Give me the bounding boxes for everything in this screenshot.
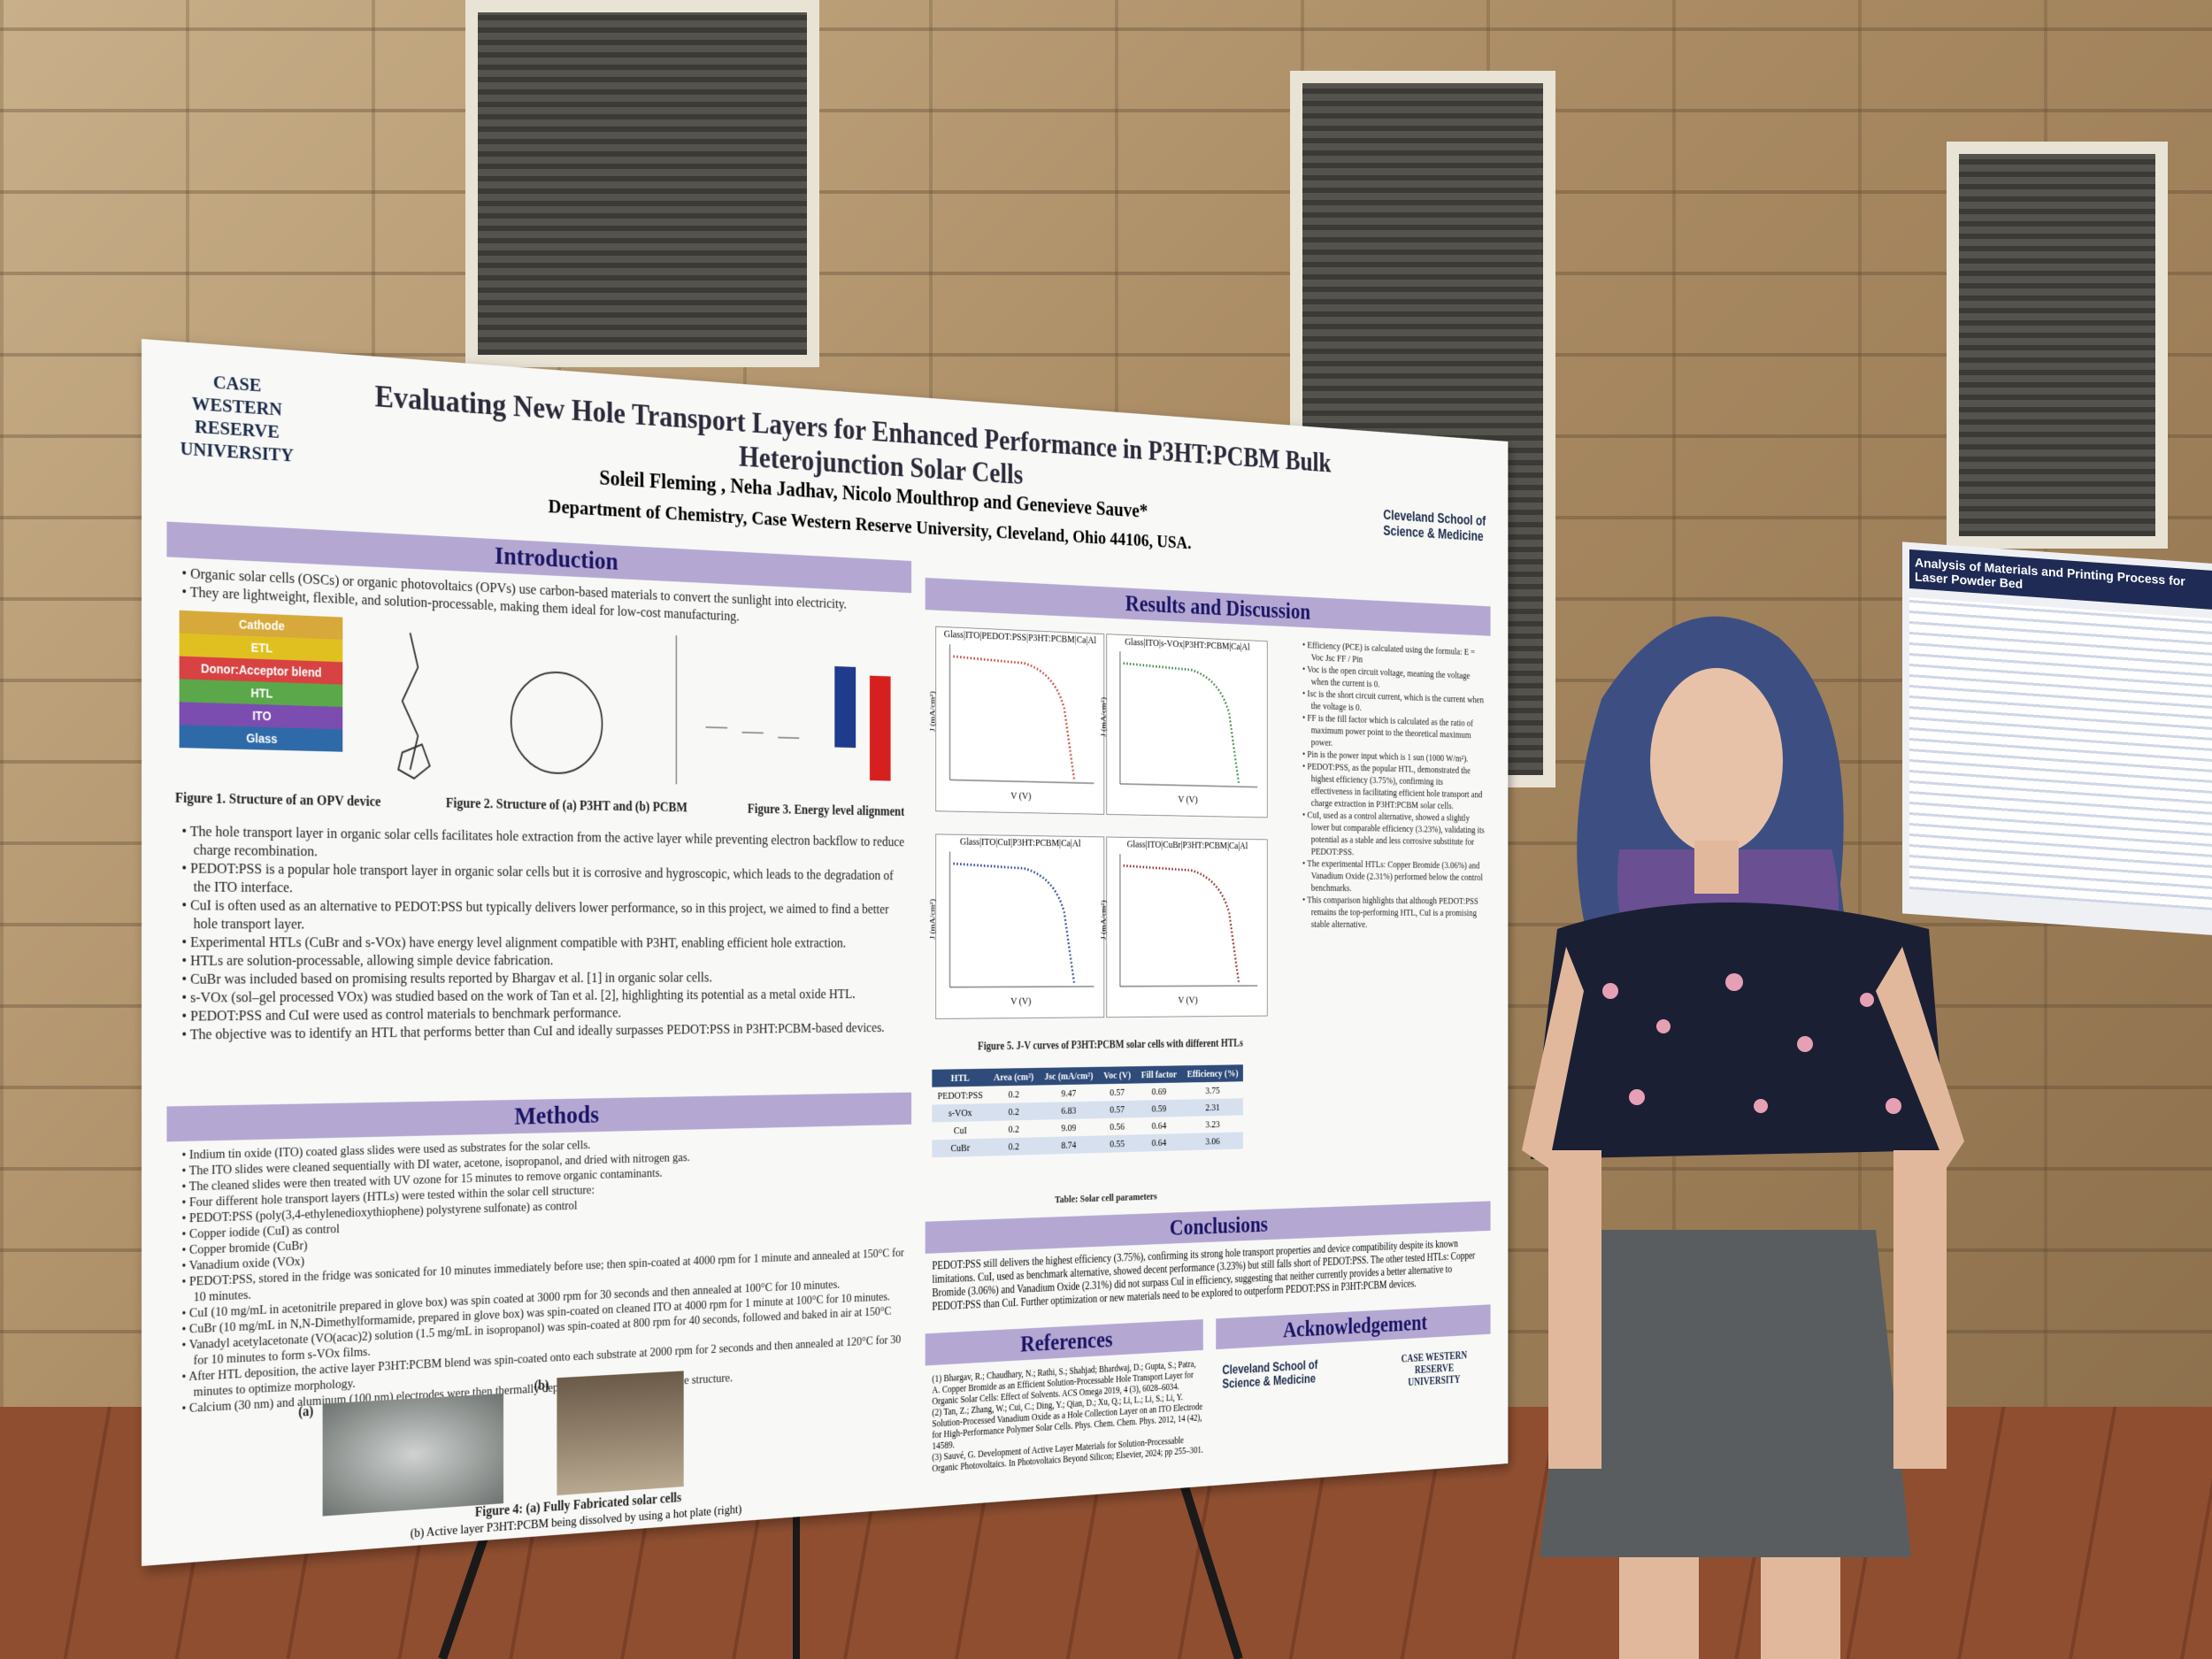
person — [0, 0, 2212, 1659]
scene: Analysis of Materials and Printing Proce… — [0, 0, 2212, 1659]
